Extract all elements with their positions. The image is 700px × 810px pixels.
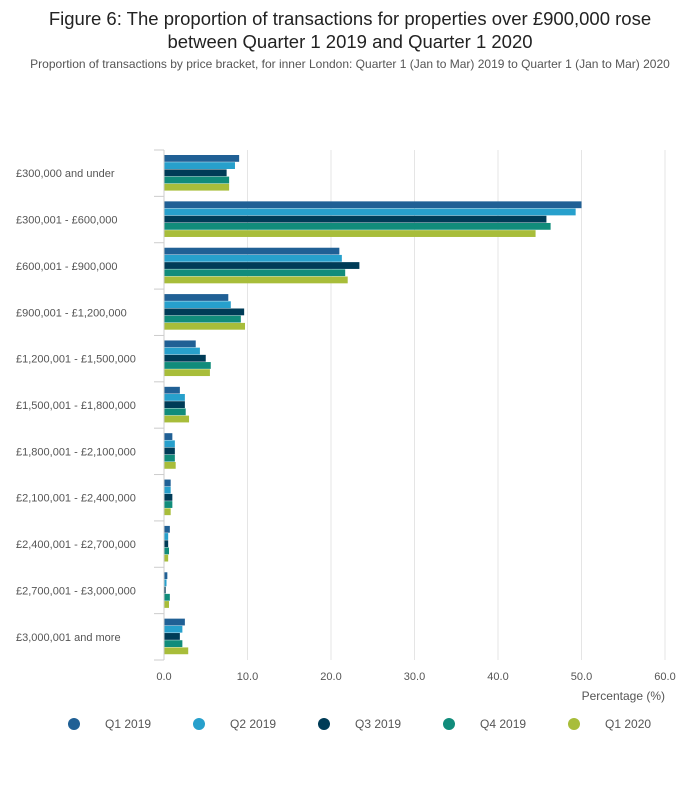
y-category-label: £1,500,001 - £1,800,000 bbox=[16, 400, 136, 412]
legend-label: Q2 2019 bbox=[230, 717, 277, 731]
bar bbox=[164, 572, 168, 580]
bar bbox=[164, 215, 547, 223]
bar bbox=[164, 347, 200, 355]
x-tick-label: 10.0 bbox=[237, 671, 258, 683]
bar bbox=[164, 394, 185, 401]
bar bbox=[164, 447, 175, 455]
bar bbox=[164, 308, 245, 316]
bar bbox=[164, 315, 241, 323]
legend-item[interactable]: Q3 2019 bbox=[318, 712, 401, 736]
x-tick-label: 20.0 bbox=[320, 671, 341, 683]
bar bbox=[164, 461, 176, 469]
bar bbox=[164, 222, 551, 230]
legend-label: Q1 2019 bbox=[105, 717, 152, 731]
bar bbox=[164, 586, 166, 594]
legend-swatch bbox=[318, 718, 330, 730]
legend-item[interactable]: Q1 2019 bbox=[68, 712, 151, 736]
bar bbox=[164, 547, 170, 555]
bar bbox=[164, 433, 173, 440]
x-tick-labels: 0.0 10.0 20.0 30.0 40.0 50.0 60.0 bbox=[156, 671, 675, 683]
legend-item[interactable]: Q4 2019 bbox=[443, 712, 526, 736]
bars bbox=[164, 155, 582, 655]
y-category-label: £1,200,001 - £1,500,000 bbox=[16, 354, 136, 366]
bar bbox=[164, 386, 180, 394]
bar bbox=[164, 640, 183, 648]
x-tick-label: 60.0 bbox=[654, 671, 675, 683]
legend-swatch bbox=[568, 718, 580, 730]
bar bbox=[164, 294, 229, 301]
bar bbox=[164, 579, 167, 587]
bar bbox=[164, 618, 185, 626]
y-category-label: £600,001 - £900,000 bbox=[16, 261, 118, 273]
bar bbox=[164, 647, 189, 655]
bar bbox=[164, 340, 196, 348]
y-category-labels: £300,000 and under £300,001 - £600,000 £60… bbox=[16, 168, 136, 644]
legend-item[interactable]: Q2 2019 bbox=[193, 712, 276, 736]
bar bbox=[164, 625, 183, 633]
legend: Q1 2019 Q2 2019 Q3 2019 Q4 2019 Q1 2020 bbox=[0, 712, 700, 736]
bar-chart: 0.0 10.0 20.0 30.0 40.0 50.0 60.0 £300,000 and… bbox=[16, 149, 676, 703]
y-category-label: £900,001 - £1,200,000 bbox=[16, 307, 127, 319]
bar bbox=[164, 454, 175, 462]
bar bbox=[164, 208, 576, 216]
bar bbox=[164, 593, 170, 601]
legend-label: Q3 2019 bbox=[355, 717, 402, 731]
bar bbox=[164, 440, 175, 448]
bar bbox=[164, 508, 171, 516]
y-category-label: £2,700,001 - £3,000,000 bbox=[16, 585, 136, 597]
axes bbox=[154, 149, 165, 661]
y-category-label: £300,001 - £600,000 bbox=[16, 215, 118, 227]
x-axis-label: Percentage (%) bbox=[582, 689, 665, 703]
legend-label: Q1 2020 bbox=[605, 717, 652, 731]
bar bbox=[164, 408, 186, 416]
y-category-label: £1,800,001 - £2,100,000 bbox=[16, 446, 136, 458]
bar bbox=[164, 169, 227, 177]
bar bbox=[164, 262, 360, 269]
bar bbox=[164, 254, 342, 262]
bar bbox=[164, 501, 173, 508]
y-category-label: £300,000 and under bbox=[16, 168, 115, 180]
bar bbox=[164, 369, 210, 377]
bar bbox=[164, 540, 169, 548]
bar bbox=[164, 354, 206, 362]
bar bbox=[164, 362, 211, 369]
bar bbox=[164, 247, 340, 255]
x-tick-label: 50.0 bbox=[571, 671, 592, 683]
bar bbox=[164, 479, 171, 487]
y-category-label: £2,400,001 - £2,700,000 bbox=[16, 539, 136, 551]
bar bbox=[164, 230, 536, 237]
legend-swatch bbox=[68, 718, 80, 730]
legend-swatch bbox=[443, 718, 455, 730]
bar bbox=[164, 301, 231, 309]
bar bbox=[164, 276, 348, 284]
y-category-label: £3,000,001 and more bbox=[16, 632, 121, 644]
bar bbox=[164, 162, 235, 169]
x-tick-label: 0.0 bbox=[156, 671, 171, 683]
bar bbox=[164, 554, 169, 562]
bar bbox=[164, 401, 185, 409]
legend-swatch bbox=[193, 718, 205, 730]
legend-label: Q4 2019 bbox=[480, 717, 527, 731]
bar bbox=[164, 493, 173, 501]
legend-item[interactable]: Q1 2020 bbox=[568, 712, 651, 736]
bar bbox=[164, 183, 230, 191]
chart-title: Figure 6: The proportion of transactions… bbox=[48, 8, 652, 52]
bar bbox=[164, 322, 245, 330]
bar bbox=[164, 201, 582, 209]
bar bbox=[164, 155, 240, 162]
chart-subtitle: Proportion of transactions by price brac… bbox=[30, 57, 670, 71]
bar bbox=[164, 176, 230, 184]
bar bbox=[164, 533, 169, 540]
y-category-label: £2,100,001 - £2,400,000 bbox=[16, 493, 136, 505]
bar bbox=[164, 633, 180, 640]
bar bbox=[164, 525, 170, 533]
x-tick-label: 30.0 bbox=[404, 671, 425, 683]
x-tick-label: 40.0 bbox=[487, 671, 508, 683]
bar bbox=[164, 269, 346, 277]
bar bbox=[164, 486, 171, 494]
bar bbox=[164, 601, 170, 608]
bar bbox=[164, 415, 190, 423]
